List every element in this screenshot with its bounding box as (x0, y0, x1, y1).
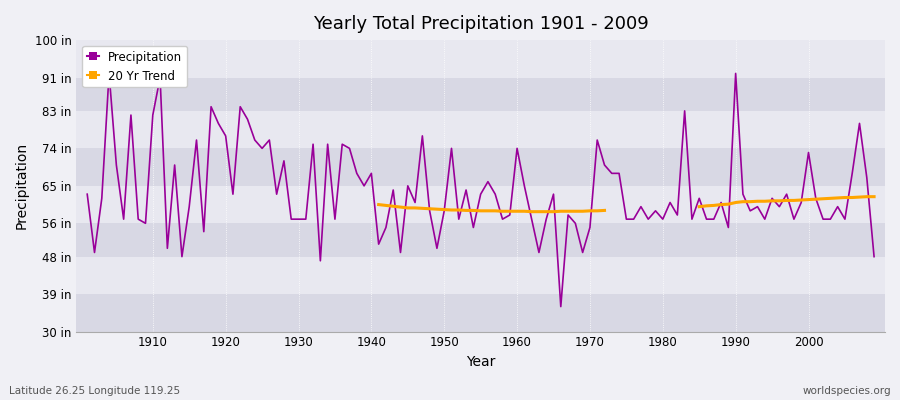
Bar (76, 257, 885, 294)
Text: worldspecies.org: worldspecies.org (803, 386, 891, 396)
Bar (76, 78, 885, 111)
Bar (76, 40, 885, 78)
Bar (76, 186, 885, 223)
Bar (76, 111, 885, 148)
Bar (76, 294, 885, 332)
Text: Latitude 26.25 Longitude 119.25: Latitude 26.25 Longitude 119.25 (9, 386, 180, 396)
Bar (76, 148, 885, 186)
Y-axis label: Precipitation: Precipitation (15, 142, 29, 230)
Legend: Precipitation, 20 Yr Trend: Precipitation, 20 Yr Trend (82, 46, 187, 87)
X-axis label: Year: Year (466, 355, 495, 369)
Bar (76, 223, 885, 257)
Title: Yearly Total Precipitation 1901 - 2009: Yearly Total Precipitation 1901 - 2009 (313, 15, 649, 33)
